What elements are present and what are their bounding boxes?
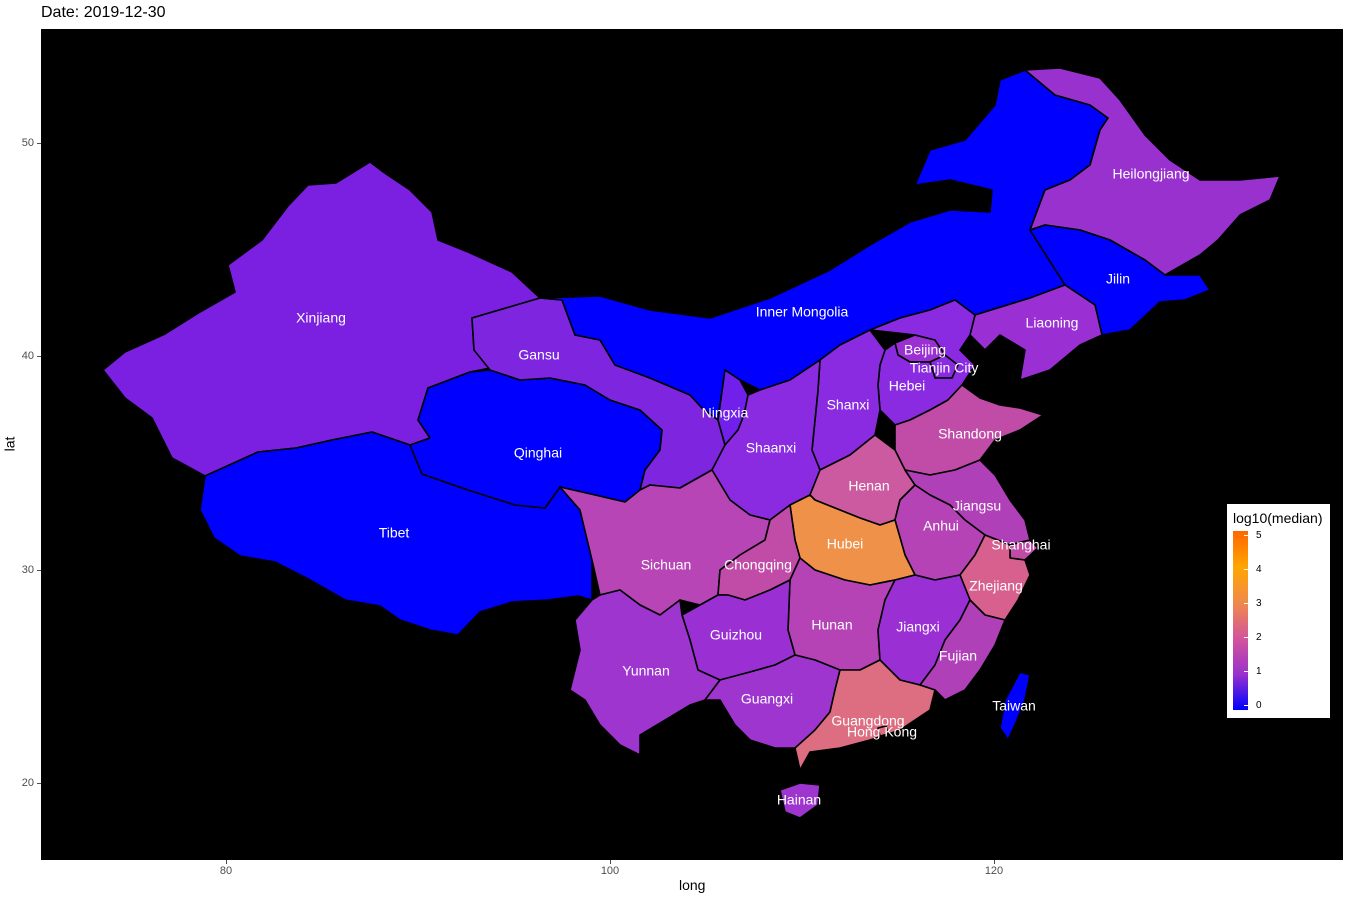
y-tick-mark	[37, 143, 41, 144]
x-tick-label: 100	[600, 865, 620, 877]
province-label-jiangsu: Jiangsu	[953, 498, 1001, 514]
legend-tickmark	[1244, 705, 1248, 706]
legend-tick-label: 3	[1256, 598, 1262, 609]
province-label-guangdong: Guangdong	[831, 713, 904, 729]
province-yunnan	[569, 589, 721, 756]
province-label-zhejiang: Zhejiang	[969, 578, 1023, 594]
y-tick-label: 20	[21, 777, 34, 789]
x-tick-mark	[226, 860, 227, 864]
y-tick-label: 50	[21, 137, 34, 149]
province-label-inner-mongolia: Inner Mongolia	[756, 304, 849, 320]
x-axis-title: long	[679, 877, 706, 893]
x-tick-label: 120	[984, 865, 1004, 877]
province-label-shaanxi: Shaanxi	[746, 440, 797, 456]
legend-tick-label: 0	[1256, 700, 1262, 711]
province-label-xinjiang: Xinjiang	[296, 310, 346, 326]
province-liaoning	[969, 284, 1103, 381]
province-label-shanghai: Shanghai	[991, 537, 1050, 553]
province-label-gansu: Gansu	[518, 347, 559, 363]
y-axis-title: lat	[1, 436, 18, 452]
province-hainan	[779, 782, 821, 819]
province-label-guizhou: Guizhou	[710, 627, 762, 643]
legend-tick-label: 2	[1256, 632, 1262, 643]
x-tick-mark	[610, 860, 611, 864]
province-label-tianjin-city: Tianjin City	[910, 360, 979, 376]
plot-title: Date: 2019-12-30	[41, 4, 166, 21]
province-label-qinghai: Qinghai	[514, 445, 562, 461]
y-tick-mark	[37, 783, 41, 784]
legend-tick-label: 4	[1256, 564, 1262, 575]
province-label-hubei: Hubei	[827, 536, 864, 552]
x-tick-label: 80	[219, 865, 233, 877]
province-label-hebei: Hebei	[889, 378, 926, 394]
province-label-yunnan: Yunnan	[622, 663, 670, 679]
province-label-hong-kong: Hong Kong	[847, 724, 917, 740]
y-tick-label: 40	[21, 350, 34, 362]
color-legend: log10(median) 0 1 2 3 4 5	[1227, 504, 1330, 718]
province-label-heilongjiang: Heilongjiang	[1112, 166, 1189, 182]
legend-tick-label: 5	[1256, 530, 1262, 541]
province-label-shanxi: Shanxi	[827, 397, 870, 413]
legend-tickmark	[1244, 535, 1248, 536]
province-label-guangxi: Guangxi	[741, 691, 793, 707]
legend-title: log10(median)	[1233, 510, 1323, 526]
province-label-jiangxi: Jiangxi	[896, 619, 940, 635]
province-label-sichuan: Sichuan	[641, 557, 692, 573]
x-tick-mark	[994, 860, 995, 864]
legend-tickmark	[1244, 603, 1248, 604]
y-tick-label: 30	[21, 564, 34, 576]
province-label-liaoning: Liaoning	[1026, 315, 1079, 331]
province-label-taiwan: Taiwan	[992, 698, 1036, 714]
legend-tickmark	[1244, 569, 1248, 570]
y-tick-mark	[37, 356, 41, 357]
province-label-jilin: Jilin	[1106, 271, 1130, 287]
province-label-hainan: Hainan	[777, 792, 821, 808]
province-label-fujian: Fujian	[939, 648, 977, 664]
china-map: Xinjiang Tibet Qinghai Gansu Inner Mongolia H…	[102, 67, 1281, 819]
province-hong-kong	[877, 725, 889, 737]
province-label-beijing: Beijing	[904, 342, 946, 358]
province-label-chongqing: Chongqing	[724, 557, 792, 573]
legend-tickmark	[1244, 671, 1248, 672]
province-label-henan: Henan	[848, 478, 889, 494]
province-label-ningxia: Ningxia	[702, 405, 749, 421]
province-label-shandong: Shandong	[938, 426, 1002, 442]
province-guangdong	[794, 659, 936, 771]
province-taiwan	[999, 671, 1031, 741]
province-label-hunan: Hunan	[811, 617, 852, 633]
province-tibet	[199, 431, 593, 636]
legend-tickmark	[1244, 637, 1248, 638]
y-tick-mark	[37, 570, 41, 571]
province-label-tibet: Tibet	[379, 525, 410, 541]
province-label-anhui: Anhui	[923, 518, 959, 534]
legend-colorbar	[1233, 531, 1248, 710]
legend-tick-label: 1	[1256, 666, 1262, 677]
